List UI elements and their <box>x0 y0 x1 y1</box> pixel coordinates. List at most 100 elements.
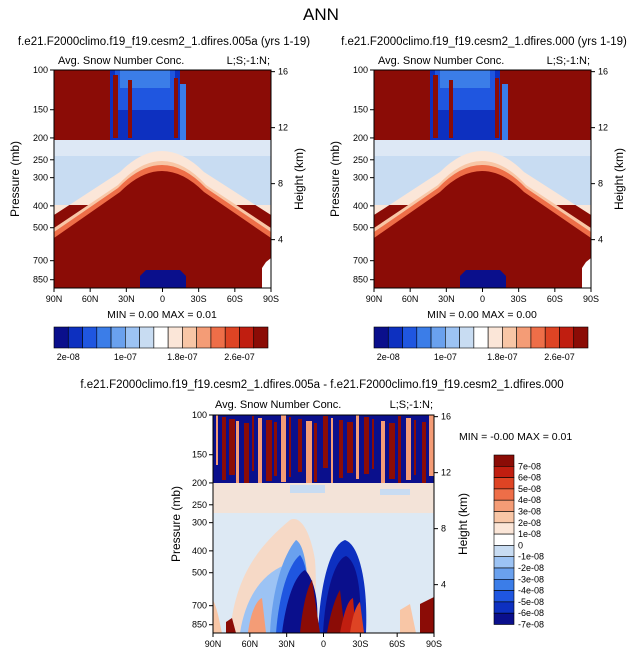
red-streak <box>381 421 385 484</box>
y-tick-label: 150 <box>353 105 368 115</box>
colorbar-swatch <box>502 326 517 349</box>
panel-a: f.e21.F2000climo.f19_f19.cesm2_1.dfires.… <box>8 36 310 362</box>
y-tick-label: 150 <box>33 105 48 115</box>
panel-b: f.e21.F2000climo.f19_f19.cesm2_1.dfires.… <box>328 36 627 362</box>
colorbar-swatch <box>544 326 560 349</box>
colorbar-swatch <box>445 326 460 349</box>
colorbar-swatch <box>210 326 226 349</box>
colorbar-swatch <box>493 511 515 524</box>
red-streak <box>356 415 359 479</box>
red-streak <box>389 423 395 479</box>
red-streak <box>244 423 249 485</box>
colorbar-swatch <box>239 326 255 349</box>
colorbar-swatch <box>430 326 446 349</box>
x-tick-label: 60N <box>82 294 99 304</box>
panel-b-field <box>374 70 591 288</box>
mid-light-blue-band-top <box>374 140 591 156</box>
y-tick-label: 300 <box>192 518 207 528</box>
x-tick-label: 60S <box>227 294 243 304</box>
red-streak <box>174 78 178 138</box>
red-streak <box>347 422 353 473</box>
x-tick-label: 30S <box>352 639 368 649</box>
red-streak <box>314 423 317 482</box>
colorbar-swatch <box>493 545 515 558</box>
y-tick-label: 100 <box>192 410 207 420</box>
colorbar-label: 2.6e-07 <box>224 352 255 362</box>
red-streak <box>449 80 453 138</box>
red-streak <box>372 419 374 469</box>
red-edge-patch <box>226 618 236 633</box>
x-tick-label: 30N <box>118 294 135 304</box>
panel-b-title: f.e21.F2000climo.f19_f19.cesm2_1.dfires.… <box>341 36 627 48</box>
height-tick-label: 12 <box>278 123 288 133</box>
red-streak <box>364 417 369 474</box>
red-core <box>300 580 320 633</box>
topography-mask <box>582 258 591 288</box>
colorbar-swatch <box>493 612 515 625</box>
colorbar-label: 0 <box>518 540 523 550</box>
red-streak <box>128 80 132 138</box>
colorbar-swatch <box>253 326 269 349</box>
panel-b-colorbar: 2e-08 1e-07 1.8e-07 2.6e-07 <box>373 326 589 362</box>
colorbar-swatch <box>516 326 532 349</box>
panel-b-ylabel-right: Height (km) <box>612 148 626 210</box>
red-streak <box>274 422 277 476</box>
y-tick-label: 250 <box>353 155 368 165</box>
page-title: ANN <box>303 5 339 24</box>
panel-b-y-axis: 100 150 200 250 300 400 500 700 850 <box>353 65 374 285</box>
colorbar-label: 2e-08 <box>518 518 541 528</box>
red-streak <box>339 420 343 478</box>
red-streak <box>433 75 438 138</box>
height-tick-label: 8 <box>441 524 446 534</box>
panel-a-height-axis: 16 12 8 4 <box>271 67 288 245</box>
colorbar-swatch <box>493 488 515 501</box>
colorbar-label: 2.6e-07 <box>544 352 575 362</box>
x-tick-label: 90N <box>205 639 222 649</box>
x-tick-label: 30S <box>191 294 207 304</box>
colorbar-label: 2e-08 <box>57 352 80 362</box>
orange-patch <box>400 604 416 633</box>
red-streak <box>289 417 291 477</box>
colorbar-label: 5e-08 <box>518 484 541 494</box>
blue-streak <box>502 84 508 140</box>
upper-blue-band-top <box>120 70 170 88</box>
colorbar-swatch <box>493 556 515 569</box>
x-tick-label: 90N <box>366 294 383 304</box>
y-tick-label: 250 <box>192 500 207 510</box>
height-tick-label: 16 <box>441 412 451 422</box>
colorbar-label: 2e-08 <box>377 352 400 362</box>
colorbar-swatch <box>559 326 575 349</box>
panel-a-ylabel-right: Height (km) <box>292 148 306 210</box>
colorbar-label: 1e-07 <box>434 352 457 362</box>
colorbar-swatch <box>153 326 169 349</box>
x-tick-label: 0 <box>160 294 165 304</box>
lower-dark-red-fill <box>54 171 271 288</box>
colorbar-swatch <box>473 326 489 349</box>
colorbar-swatch <box>110 326 126 349</box>
y-tick-label: 500 <box>33 223 48 233</box>
red-streak <box>495 78 499 138</box>
red-edge-patch <box>420 597 434 633</box>
x-tick-label: 90N <box>46 294 63 304</box>
light-blue-patch <box>380 489 410 495</box>
x-tick-label: 0 <box>321 639 326 649</box>
colorbar-swatch <box>493 477 515 490</box>
topography-mask <box>262 258 271 288</box>
red-streak <box>186 74 191 138</box>
red-core <box>350 602 364 633</box>
lower-dark-red-fill <box>374 171 591 288</box>
height-tick-label: 12 <box>441 468 451 478</box>
panel-b-ylabel: Pressure (mb) <box>328 141 342 217</box>
panel-c-stats: MIN = -0.00 MAX = 0.01 <box>459 431 572 443</box>
colorbar-swatch <box>387 326 403 349</box>
y-tick-label: 850 <box>353 275 368 285</box>
colorbar-label: -3e-08 <box>518 574 544 584</box>
panel-a-subtitle: Avg. Snow Number Conc. <box>58 55 184 67</box>
red-streak <box>258 418 262 486</box>
panel-a-label-right: L;S;-1:N; <box>227 55 270 67</box>
upper-red-streaks <box>216 415 434 490</box>
height-tick-label: 4 <box>278 235 283 245</box>
colorbar-swatch <box>493 454 515 467</box>
x-tick-label: 60S <box>547 294 563 304</box>
